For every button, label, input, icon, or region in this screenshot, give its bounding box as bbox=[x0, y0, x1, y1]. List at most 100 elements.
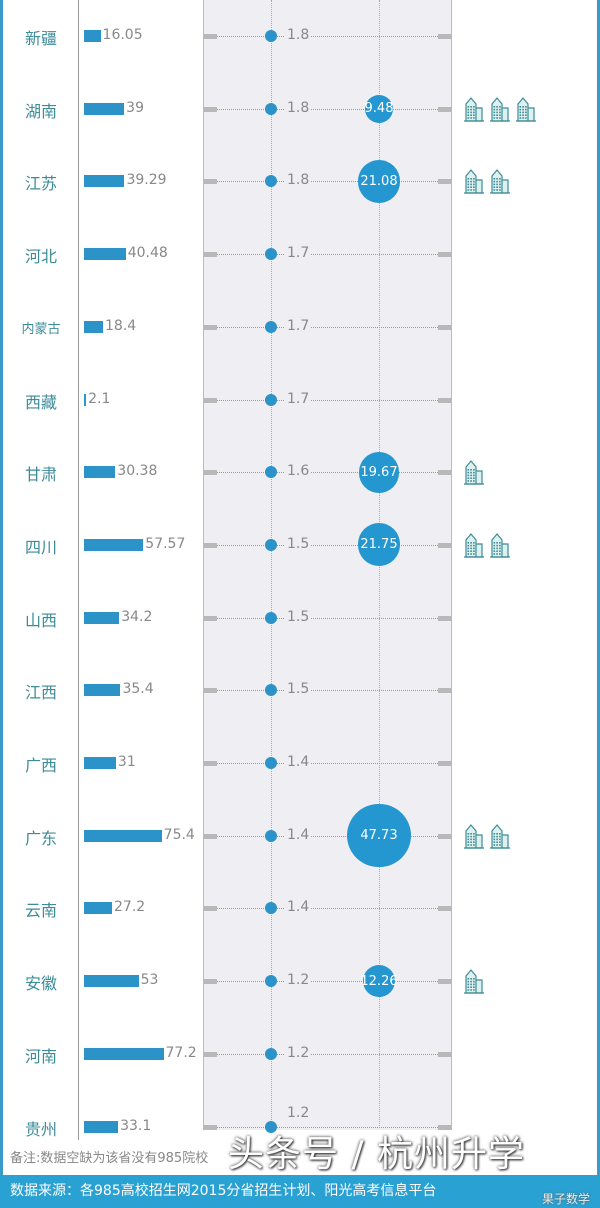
province-label: 西藏 bbox=[24, 392, 57, 412]
building-icon bbox=[489, 823, 511, 849]
ratio-label: 1.2 bbox=[285, 972, 312, 989]
bar bbox=[84, 611, 120, 624]
ratio-dot bbox=[265, 102, 277, 115]
bar-value-label: 27.2 bbox=[114, 899, 146, 916]
bar bbox=[84, 975, 139, 988]
province-label: 江西 bbox=[24, 683, 57, 703]
grid-line bbox=[217, 1053, 438, 1055]
grid-line bbox=[217, 835, 438, 837]
tick-right bbox=[438, 1051, 452, 1057]
bar-value-label: 16.05 bbox=[102, 27, 143, 43]
bubble-label: 9.48 bbox=[364, 101, 394, 117]
bar bbox=[84, 1047, 164, 1060]
ratio-dot bbox=[265, 175, 277, 188]
ratio-label: 1.4 bbox=[285, 826, 312, 843]
province-label: 广东 bbox=[24, 828, 57, 848]
tick-right bbox=[438, 252, 452, 258]
bar bbox=[84, 902, 113, 915]
ratio-dot bbox=[265, 684, 277, 697]
building-icon bbox=[463, 532, 485, 558]
tick-right bbox=[438, 688, 452, 694]
ratio-label: 1.5 bbox=[285, 681, 312, 698]
ratio-label: 1.6 bbox=[285, 463, 312, 480]
ratio-dot bbox=[265, 975, 277, 988]
bar-value-label: 33.1 bbox=[120, 1117, 152, 1134]
tick-left bbox=[203, 1051, 217, 1057]
bar-value-label: 2.1 bbox=[88, 390, 111, 407]
tick-left bbox=[203, 906, 217, 912]
bar bbox=[84, 684, 121, 697]
province-label: 河北 bbox=[24, 247, 57, 267]
watermark-sub: 果子数学 bbox=[541, 1192, 590, 1206]
bar bbox=[84, 1120, 119, 1133]
tick-left bbox=[203, 470, 217, 476]
ratio-dot bbox=[265, 320, 277, 333]
grid-line bbox=[217, 326, 438, 328]
bar bbox=[84, 466, 116, 479]
bar-value-label: 18.4 bbox=[104, 317, 137, 334]
left-border bbox=[0, 0, 3, 1175]
tick-left bbox=[203, 688, 217, 694]
bubble-label: 19.67 bbox=[360, 464, 398, 480]
ratio-label: 1.5 bbox=[285, 535, 312, 552]
bar-value-label: 34.2 bbox=[121, 608, 153, 625]
ratio-label: 1.4 bbox=[285, 754, 312, 770]
ratio-dot bbox=[265, 757, 277, 769]
bar-value-label: 53 bbox=[140, 972, 159, 989]
ratio-dot bbox=[265, 1047, 277, 1060]
tick-left bbox=[203, 324, 217, 330]
bar bbox=[84, 175, 125, 188]
tick-left bbox=[203, 106, 217, 112]
grid-line bbox=[217, 399, 438, 401]
bar bbox=[84, 829, 162, 842]
ratio-label: 1.2 bbox=[285, 1104, 312, 1121]
building-icon bbox=[489, 96, 511, 122]
bubble-label: 21.08 bbox=[360, 173, 398, 189]
footnote: 备注:数据空缺为该省没有985院校 bbox=[10, 1151, 209, 1166]
tick-right bbox=[438, 324, 452, 330]
building-icon bbox=[463, 168, 485, 194]
building-icon bbox=[463, 459, 485, 485]
bubble-label: 47.73 bbox=[360, 828, 398, 844]
ratio-label: 1.8 bbox=[285, 172, 312, 189]
ratio-dot bbox=[265, 538, 277, 551]
right-border bbox=[597, 0, 600, 1175]
tick-right bbox=[438, 979, 452, 985]
building-icon bbox=[463, 968, 485, 994]
ratio-label: 1.5 bbox=[285, 608, 312, 625]
bubble: 12.26 bbox=[360, 965, 398, 998]
ratio-label: 1.7 bbox=[285, 245, 312, 262]
tick-left bbox=[203, 979, 217, 985]
tick-right bbox=[438, 906, 452, 912]
province-label: 内蒙古 bbox=[21, 321, 61, 337]
province-label: 新疆 bbox=[24, 29, 57, 48]
grid-line bbox=[217, 181, 438, 183]
bar-value-label: 35.4 bbox=[122, 681, 154, 698]
bar bbox=[84, 393, 87, 406]
building-icon bbox=[489, 168, 511, 194]
tick-right bbox=[438, 615, 452, 621]
bar-value-label: 31 bbox=[117, 754, 136, 770]
bar bbox=[84, 30, 101, 42]
grid-line bbox=[217, 544, 438, 546]
grid-line bbox=[217, 1126, 438, 1128]
tick-left bbox=[203, 34, 217, 39]
tick-left bbox=[203, 833, 217, 839]
ratio-dot bbox=[265, 393, 277, 406]
bar-value-label: 77.2 bbox=[165, 1044, 197, 1061]
bar-value-label: 30.38 bbox=[117, 463, 158, 480]
tick-right bbox=[438, 106, 452, 112]
bar-value-label: 39 bbox=[126, 99, 144, 116]
ratio-axis-line bbox=[271, 0, 272, 1128]
building-icon bbox=[515, 96, 537, 122]
province-label: 江苏 bbox=[24, 174, 57, 194]
label-divider bbox=[78, 0, 79, 1140]
tick-left bbox=[203, 1124, 217, 1130]
province-label: 湖南 bbox=[24, 101, 57, 121]
building-icon bbox=[463, 96, 485, 122]
province-label: 山西 bbox=[24, 610, 57, 630]
bar-value-label: 39.29 bbox=[126, 172, 167, 189]
province-label: 河南 bbox=[24, 1046, 57, 1066]
bubble-label: 12.26 bbox=[360, 973, 398, 989]
bubble: 47.73 bbox=[347, 803, 411, 868]
